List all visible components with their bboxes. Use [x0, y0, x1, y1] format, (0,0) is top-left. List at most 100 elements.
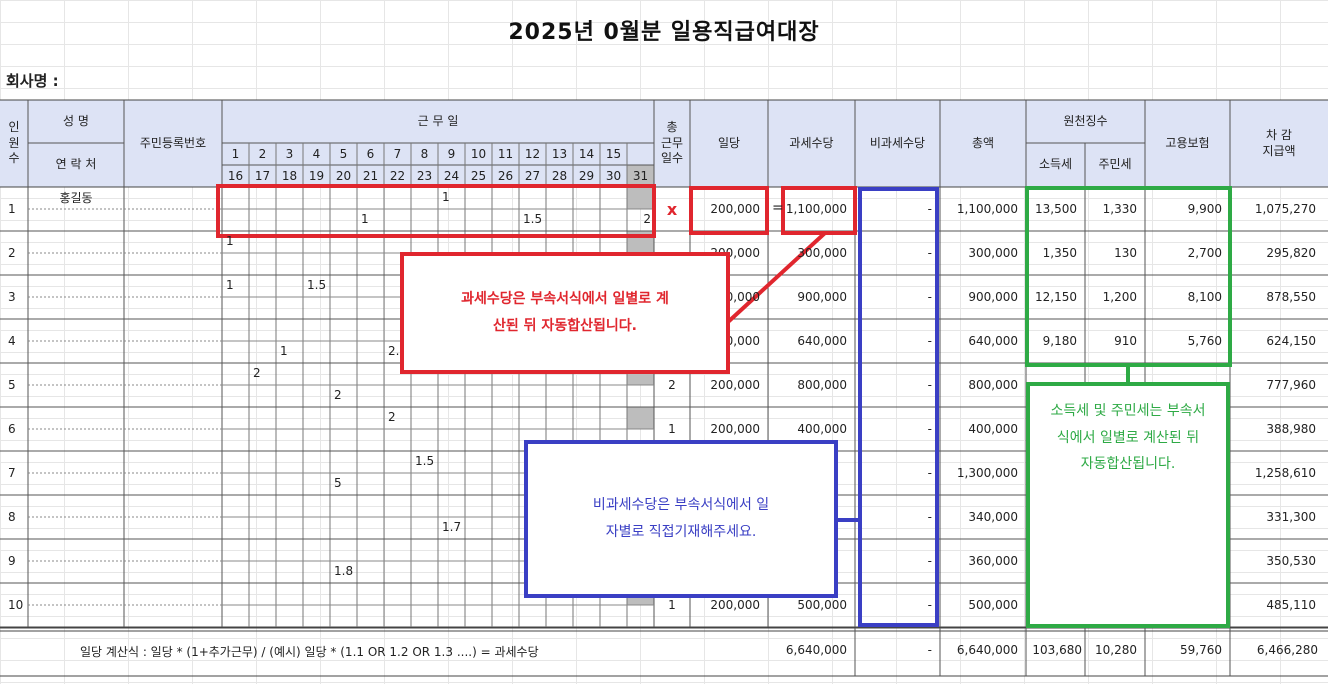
day-header: 26 [497, 169, 514, 183]
day-header: 21 [362, 169, 379, 183]
total-days: 1 [668, 598, 676, 612]
company-label: 회사명 : [6, 72, 59, 90]
employment-insurance: 8,100 [1187, 290, 1222, 304]
day31-header-shade [627, 165, 654, 187]
taxable-allowance: 400,000 [797, 422, 847, 436]
day-header: 24 [443, 169, 460, 183]
day-header: 31 [632, 169, 649, 183]
nontaxable-allowance: - [927, 334, 932, 348]
footer-total: 6,640,000 [956, 643, 1018, 657]
day-header: 7 [393, 147, 402, 161]
header-net-pay: 차 감 지급액 [1262, 127, 1296, 158]
net-pay: 1,258,610 [1254, 466, 1316, 480]
day-header: 1 [231, 147, 240, 161]
day-header: 5 [339, 147, 348, 161]
daily-wage-highlight-box [689, 186, 769, 235]
taxable-allowance: 900,000 [797, 290, 847, 304]
day-header: 2 [258, 147, 267, 161]
header-resident-tax: 주민세 [1098, 157, 1132, 172]
resident-tax: 130 [1114, 246, 1137, 260]
taxable-allowance: 300,000 [797, 246, 847, 260]
day-hours-value: 2 [388, 410, 396, 424]
day-header: 30 [605, 169, 622, 183]
day-header: 16 [227, 169, 244, 183]
daily-wage: 200,000 [710, 202, 760, 216]
total-amount: 300,000 [968, 246, 1018, 260]
net-pay: 878,550 [1266, 290, 1316, 304]
resident-tax: 1,330 [1102, 202, 1137, 216]
day31-shade [627, 407, 654, 429]
day-hours-value: 2 [334, 388, 342, 402]
red-callout-connector [726, 231, 827, 324]
day-header: 22 [389, 169, 406, 183]
nontaxable-allowance: - [927, 246, 932, 260]
resident-tax: 910 [1114, 334, 1137, 348]
callout-blue-text: 비과세수당은 부속서식에서 일 자별로 직접기재해주세요. [592, 497, 770, 540]
total-amount: 400,000 [968, 422, 1018, 436]
row-index: 9 [8, 554, 16, 568]
day-header: 9 [447, 147, 456, 161]
footer-income-tax: 103,680 [1032, 643, 1082, 657]
row-index: 1 [8, 202, 16, 216]
footer-nontaxable: - [927, 643, 932, 657]
day-hours-value: 5 [334, 476, 342, 490]
footer-net-pay: 6,466,280 [1256, 643, 1318, 657]
total-days: 2 [668, 378, 676, 392]
taxable-highlight-box [781, 186, 857, 235]
header-daily-wage: 일당 [717, 135, 741, 150]
net-pay: 1,075,270 [1254, 202, 1316, 216]
nontaxable-highlight-box [858, 187, 939, 627]
employment-insurance: 5,760 [1187, 334, 1222, 348]
day-hours-value: 1 [442, 190, 450, 204]
net-pay: 295,820 [1266, 246, 1316, 260]
row-index: 7 [8, 466, 16, 480]
resident-tax: 1,200 [1102, 290, 1137, 304]
taxable-allowance: 1,100,000 [785, 202, 847, 216]
total-amount: 1,100,000 [956, 202, 1018, 216]
total-amount: 800,000 [968, 378, 1018, 392]
header-taxable: 과세수당 [789, 135, 834, 150]
row-index: 10 [8, 598, 24, 612]
day-header: 19 [308, 169, 325, 183]
header-nontaxable: 비과세수당 [869, 135, 926, 150]
nontaxable-allowance: - [927, 598, 932, 612]
header-withholding: 원천징수 [1063, 113, 1108, 128]
day-header: 15 [605, 147, 622, 161]
header-income-tax: 소득세 [1038, 157, 1073, 172]
day-hours-value: 1.5 [415, 454, 435, 468]
taxable-allowance: 500,000 [797, 598, 847, 612]
header-workdays: 근 무 일 [417, 113, 459, 128]
day-hours-value: 1 [226, 234, 234, 248]
footer-employment-insurance: 59,760 [1180, 643, 1222, 657]
day-header: 11 [497, 147, 514, 161]
day-header: 4 [312, 147, 321, 161]
day-header: 28 [551, 169, 568, 183]
day-hours-value: 1 [280, 344, 288, 358]
income-tax: 1,350 [1042, 246, 1077, 260]
day-header: 12 [524, 147, 541, 161]
day-header: 18 [281, 169, 298, 183]
equals-sign: = [772, 200, 784, 216]
employee-name: 홍길동 [59, 191, 93, 205]
day-hours-value: 1.7 [442, 520, 462, 534]
income-tax: 9,180 [1042, 334, 1077, 348]
day-header: 17 [254, 169, 271, 183]
day-hours-value: 1.8 [334, 564, 354, 578]
multiply-sign: x [666, 200, 678, 219]
nontaxable-allowance: - [927, 554, 932, 568]
day-header: 29 [578, 169, 595, 183]
day-header: 6 [366, 147, 375, 161]
footer-resident-tax: 10,280 [1095, 643, 1137, 657]
day-hours-value: 1.5 [523, 212, 543, 226]
day31-shade [627, 187, 654, 209]
daily-wage: 200,000 [710, 378, 760, 392]
header-contact: 연 락 처 [55, 157, 97, 172]
total-amount: 500,000 [968, 598, 1018, 612]
day-hours-value: 1 [226, 278, 234, 292]
page-title: 2025년 0월분 일용직급여대장 [508, 20, 820, 45]
day-hours-value: 2 [253, 366, 261, 380]
net-pay: 485,110 [1266, 598, 1316, 612]
day-header: 27 [524, 169, 541, 183]
nontaxable-allowance: - [927, 378, 932, 392]
nontaxable-allowance: - [927, 466, 932, 480]
